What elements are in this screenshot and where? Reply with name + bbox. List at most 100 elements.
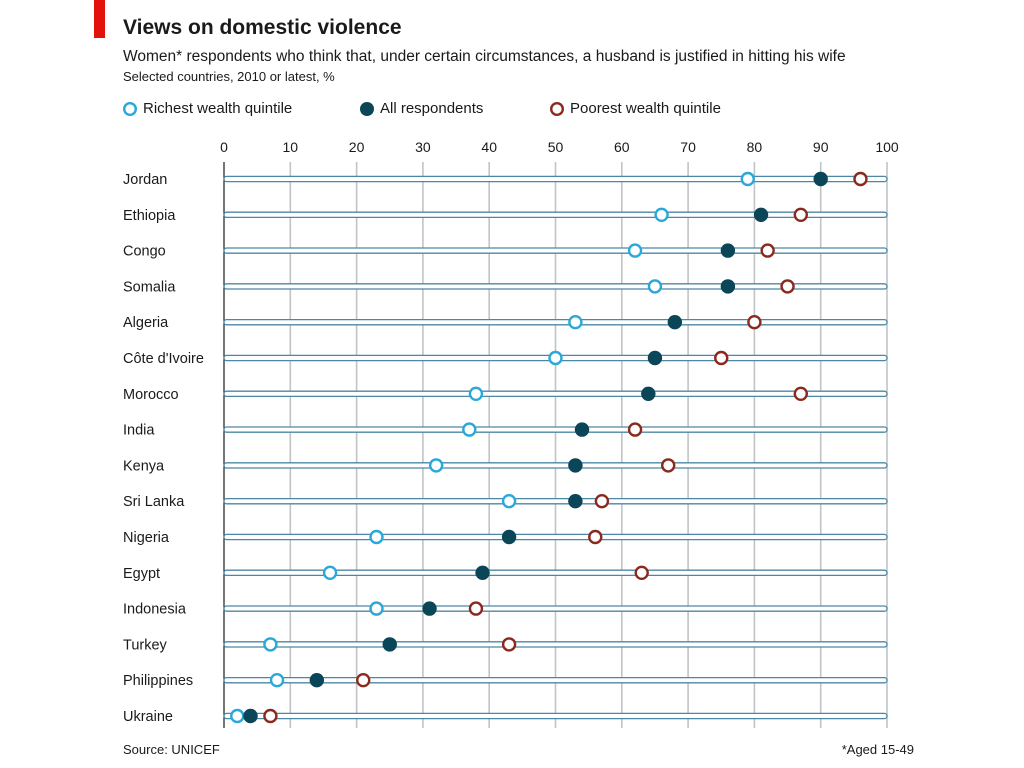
point-poorest-wealth-quintile-turkey [501, 637, 517, 652]
point-all-respondents-kenya [568, 458, 583, 473]
category-label-indonesia: Indonesia [123, 602, 187, 618]
category-label-somalia: Somalia [123, 279, 176, 295]
brand-red-tag [94, 0, 105, 38]
category-label-ethiopia: Ethiopia [123, 208, 176, 224]
point-poorest-wealth-quintile-ethiopia [793, 207, 809, 223]
x-tick-label-70: 70 [680, 139, 696, 155]
legend: Richest wealth quintile All respondents … [0, 100, 1024, 122]
point-all-respondents-sri-lanka [568, 494, 583, 509]
point-all-respondents-somalia [720, 279, 736, 294]
x-tick-label-60: 60 [614, 139, 630, 155]
point-richest-wealth-quintile-ethiopia [654, 207, 669, 223]
point-poorest-wealth-quintile-c-te-d-ivoire [714, 350, 729, 366]
row-bar-philippines [223, 676, 888, 684]
point-all-respondents-ethiopia [753, 207, 769, 222]
category-label-algeria: Algeria [123, 315, 169, 331]
source-note: Source: UNICEF [123, 742, 220, 757]
point-all-respondents-ukraine [243, 708, 258, 724]
legend-label-poorest: Poorest wealth quintile [570, 100, 721, 117]
row-bar-morocco [223, 390, 888, 398]
point-poorest-wealth-quintile-india [627, 422, 643, 437]
category-label-egypt: Egypt [123, 566, 160, 582]
row-bar-ethiopia [223, 211, 888, 219]
point-all-respondents-egypt [475, 565, 490, 580]
category-label-philippines: Philippines [123, 673, 193, 689]
point-all-respondents-turkey [382, 637, 397, 652]
row-bar-indonesia [223, 605, 888, 612]
point-richest-wealth-quintile-somalia [647, 279, 663, 294]
point-all-respondents-algeria [667, 315, 683, 330]
chart-title: Views on domestic violence [123, 16, 402, 39]
point-richest-wealth-quintile-turkey [263, 637, 278, 652]
category-label-kenya: Kenya [123, 458, 165, 474]
point-all-respondents-india [574, 422, 590, 437]
point-richest-wealth-quintile-egypt [322, 565, 338, 580]
footnote: *Aged 15-49 [841, 742, 914, 757]
point-richest-wealth-quintile-algeria [568, 315, 583, 330]
point-richest-wealth-quintile-nigeria [369, 529, 384, 545]
point-poorest-wealth-quintile-philippines [356, 673, 371, 688]
x-tick-label-80: 80 [747, 139, 763, 155]
x-tick-label-50: 50 [548, 139, 564, 155]
row-bar-kenya [223, 462, 888, 469]
row-bar-congo [223, 247, 888, 254]
row-bar-sri-lanka [223, 497, 888, 505]
row-bar-jordan [223, 175, 888, 183]
legend-item-all: All respondents [359, 100, 483, 117]
category-label-jordan: Jordan [123, 172, 167, 188]
chart-subtitle-detail: Selected countries, 2010 or latest, % [123, 69, 335, 84]
legend-item-richest: Richest wealth quintile [122, 100, 292, 117]
point-poorest-wealth-quintile-somalia [780, 279, 795, 294]
category-label-morocco: Morocco [123, 387, 179, 403]
point-all-respondents-congo [720, 243, 736, 258]
point-all-respondents-jordan [813, 171, 828, 187]
point-all-respondents-c-te-d-ivoire [647, 350, 663, 366]
point-richest-wealth-quintile-india [462, 422, 477, 437]
x-tick-label-20: 20 [349, 139, 365, 155]
point-poorest-wealth-quintile-ukraine [263, 708, 278, 724]
point-poorest-wealth-quintile-egypt [634, 565, 649, 580]
point-richest-wealth-quintile-indonesia [369, 601, 384, 616]
point-richest-wealth-quintile-congo [627, 243, 643, 258]
point-richest-wealth-quintile-morocco [468, 386, 484, 401]
point-poorest-wealth-quintile-algeria [747, 315, 762, 330]
point-richest-wealth-quintile-kenya [428, 458, 444, 473]
category-label-turkey: Turkey [123, 637, 168, 653]
category-label-sri-lanka: Sri Lanka [123, 494, 185, 510]
x-tick-label-30: 30 [415, 139, 431, 155]
x-tick-label-40: 40 [481, 139, 497, 155]
chart-subtitle: Women* respondents who think that, under… [123, 48, 846, 65]
legend-label-all: All respondents [380, 100, 484, 117]
category-label-india: India [123, 423, 155, 439]
point-poorest-wealth-quintile-nigeria [588, 529, 603, 545]
row-bar-ukraine [223, 712, 888, 720]
point-poorest-wealth-quintile-kenya [661, 458, 676, 473]
point-all-respondents-morocco [641, 386, 656, 401]
row-bar-turkey [223, 641, 888, 648]
legend-item-poorest: Poorest wealth quintile [549, 100, 721, 117]
row-bar-nigeria [223, 533, 888, 541]
point-poorest-wealth-quintile-indonesia [468, 601, 484, 616]
point-all-respondents-philippines [309, 673, 325, 688]
legend-marker-poorest [549, 101, 565, 116]
x-tick-label-100: 100 [875, 139, 899, 155]
point-poorest-wealth-quintile-morocco [793, 386, 809, 401]
point-poorest-wealth-quintile-congo [760, 243, 775, 258]
x-tick-label-10: 10 [283, 139, 299, 155]
point-richest-wealth-quintile-philippines [269, 673, 285, 688]
point-richest-wealth-quintile-sri-lanka [501, 494, 517, 509]
row-bar-algeria [223, 318, 888, 326]
row-bar-egypt [223, 569, 888, 577]
point-all-respondents-nigeria [501, 529, 517, 545]
legend-label-richest: Richest wealth quintile [143, 100, 293, 117]
point-poorest-wealth-quintile-sri-lanka [594, 494, 610, 509]
category-label-ukraine: Ukraine [123, 709, 173, 725]
point-poorest-wealth-quintile-jordan [853, 171, 868, 187]
point-richest-wealth-quintile-c-te-d-ivoire [548, 350, 563, 366]
point-all-respondents-indonesia [422, 601, 437, 616]
category-label-congo: Congo [123, 244, 166, 260]
point-richest-wealth-quintile-jordan [740, 171, 755, 187]
x-tick-label-0: 0 [220, 139, 228, 155]
x-tick-label-90: 90 [813, 139, 829, 155]
